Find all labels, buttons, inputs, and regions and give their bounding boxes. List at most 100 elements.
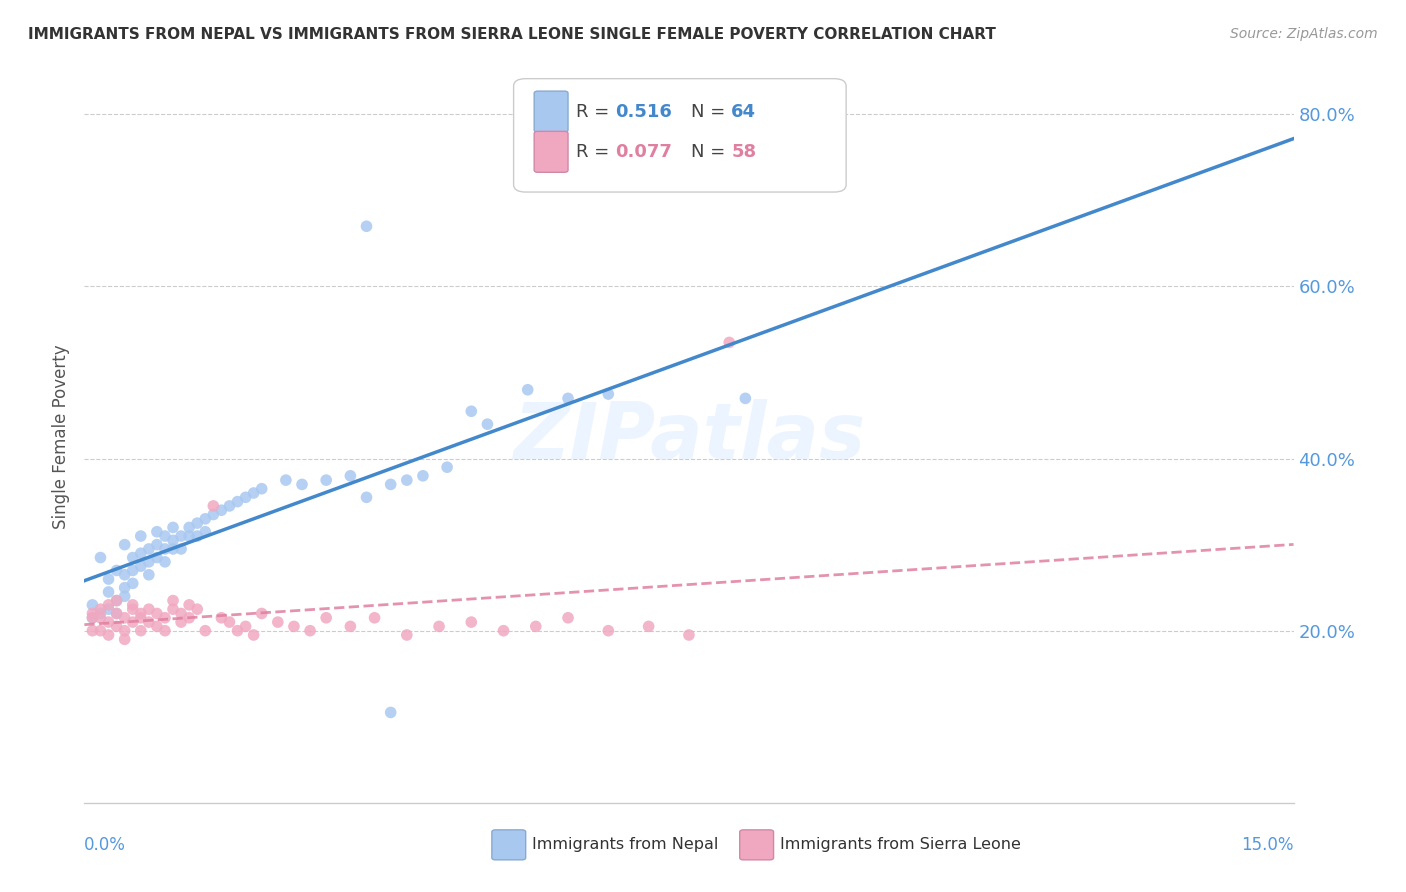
Point [138,541,160,556]
Point [129,624,152,638]
FancyBboxPatch shape [534,91,568,132]
Point [291,477,314,491]
Point [162,593,184,607]
Point [395,628,418,642]
Point [678,628,700,642]
Point [202,499,225,513]
Point [226,494,249,508]
Point [89,602,111,616]
Text: 0.077: 0.077 [616,143,672,161]
Point [209,611,232,625]
Point [274,473,297,487]
Point [460,404,482,418]
Point [129,529,152,543]
Text: 58: 58 [731,143,756,161]
Point [114,538,136,552]
Point [162,520,184,534]
Point [146,550,169,565]
Point [218,615,240,629]
Y-axis label: Single Female Poverty: Single Female Poverty [52,345,70,529]
Point [105,593,128,607]
Point [153,624,176,638]
Point [598,624,620,638]
Point [477,417,499,432]
Point [121,602,143,616]
Point [186,602,208,616]
Point [436,460,458,475]
Point [226,624,249,638]
Point [105,593,128,607]
Point [557,392,579,406]
Point [194,624,217,638]
Point [718,335,741,350]
Point [315,611,337,625]
Point [121,615,143,629]
Text: 0.0%: 0.0% [84,836,127,854]
Point [734,392,756,406]
Point [82,607,104,621]
FancyBboxPatch shape [534,131,568,172]
Point [89,611,111,625]
Point [114,589,136,603]
Point [105,607,128,621]
Text: 15.0%: 15.0% [1241,836,1294,854]
Point [121,564,143,578]
Point [598,387,620,401]
Point [412,468,434,483]
Text: ZIPatlas: ZIPatlas [513,399,865,475]
Point [114,611,136,625]
Point [363,611,385,625]
Point [129,607,152,621]
Point [97,598,120,612]
Point [179,611,201,625]
Point [121,550,143,565]
Point [82,611,104,625]
Point [356,491,378,505]
Point [162,533,184,548]
Point [179,529,201,543]
Point [146,619,169,633]
Point [250,607,273,621]
Point [170,529,193,543]
Point [153,555,176,569]
Point [179,598,201,612]
Text: R =: R = [576,103,616,120]
Text: R =: R = [576,143,616,161]
Point [162,602,184,616]
Point [89,550,111,565]
Text: 64: 64 [731,103,756,120]
Point [97,572,120,586]
Point [339,619,361,633]
Point [242,486,264,500]
Point [170,615,193,629]
Point [267,615,290,629]
Point [179,520,201,534]
Point [114,567,136,582]
Point [250,482,273,496]
FancyBboxPatch shape [513,78,846,192]
Point [146,524,169,539]
Point [121,576,143,591]
Point [516,383,538,397]
Point [82,598,104,612]
Point [105,564,128,578]
Point [170,541,193,556]
Point [492,624,515,638]
Point [299,624,322,638]
Point [82,624,104,638]
Point [637,619,659,633]
FancyBboxPatch shape [492,830,526,860]
Point [186,516,208,530]
Text: Immigrants from Nepal: Immigrants from Nepal [531,837,718,852]
Text: N =: N = [692,143,731,161]
Point [138,602,160,616]
Point [315,473,337,487]
Point [97,585,120,599]
Point [209,503,232,517]
Text: Source: ZipAtlas.com: Source: ZipAtlas.com [1230,27,1378,41]
Point [146,538,169,552]
Point [121,598,143,612]
FancyBboxPatch shape [740,830,773,860]
Point [186,529,208,543]
Point [235,491,257,505]
